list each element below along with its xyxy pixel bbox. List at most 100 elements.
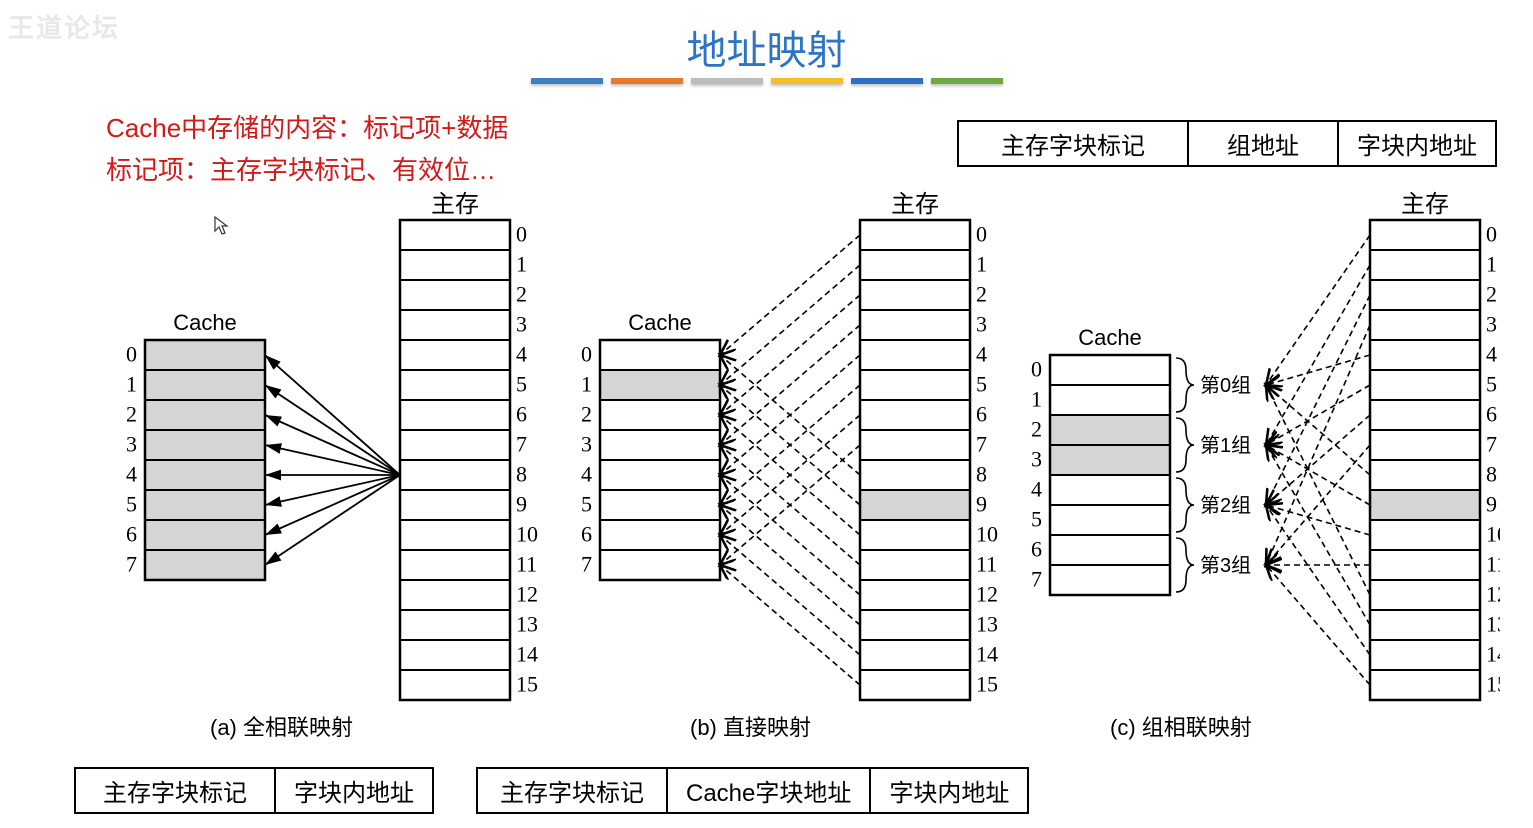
svg-text:13: 13 — [516, 612, 538, 637]
svg-text:主存: 主存 — [1401, 191, 1449, 218]
svg-text:15: 15 — [1486, 672, 1500, 697]
svg-text:9: 9 — [516, 492, 527, 517]
svg-text:Cache: Cache — [173, 310, 237, 335]
svg-text:6: 6 — [1486, 402, 1497, 427]
svg-text:2: 2 — [1486, 282, 1497, 307]
addr-a-c1: 主存字块标记 — [76, 769, 276, 812]
svg-text:10: 10 — [976, 522, 998, 547]
svg-text:4: 4 — [516, 342, 527, 367]
svg-text:8: 8 — [516, 462, 527, 487]
caption-b: (b) 直接映射 — [690, 710, 811, 742]
addr-a-c2: 字块内地址 — [276, 769, 432, 812]
svg-text:0: 0 — [976, 222, 987, 247]
addr-b-c1: 主存字块标记 — [478, 769, 668, 812]
svg-text:0: 0 — [126, 342, 137, 367]
svg-text:1: 1 — [1486, 252, 1497, 277]
svg-text:2: 2 — [581, 402, 592, 427]
svg-text:2: 2 — [126, 402, 137, 427]
svg-text:14: 14 — [976, 642, 998, 667]
figure-area: 012345670123456789101112131415Cache主存(a)… — [60, 190, 1490, 750]
svg-text:4: 4 — [581, 462, 592, 487]
svg-text:第0组: 第0组 — [1200, 374, 1251, 397]
svg-text:7: 7 — [581, 552, 592, 577]
svg-text:3: 3 — [1031, 447, 1042, 472]
svg-text:主存: 主存 — [891, 191, 939, 218]
svg-text:4: 4 — [1486, 342, 1497, 367]
svg-text:Cache: Cache — [1078, 325, 1142, 350]
svg-text:Cache: Cache — [628, 310, 692, 335]
addr-b-c2: Cache字块地址 — [668, 769, 871, 812]
address-format-top: 主存字块标记 组地址 字块内地址 — [957, 120, 1497, 167]
svg-text:10: 10 — [516, 522, 538, 547]
svg-text:主存: 主存 — [431, 191, 479, 218]
svg-text:9: 9 — [1486, 492, 1497, 517]
svg-text:12: 12 — [976, 582, 998, 607]
address-format-a: 主存字块标记 字块内地址 — [74, 767, 434, 814]
svg-text:0: 0 — [581, 342, 592, 367]
addr-b-c3: 字块内地址 — [871, 769, 1027, 812]
address-format-b: 主存字块标记 Cache字块地址 字块内地址 — [476, 767, 1029, 814]
svg-text:0: 0 — [516, 222, 527, 247]
svg-text:12: 12 — [516, 582, 538, 607]
svg-text:7: 7 — [976, 432, 987, 457]
svg-text:11: 11 — [516, 552, 537, 577]
svg-text:6: 6 — [581, 522, 592, 547]
red-note-1: Cache中存储的内容：标记项+数据 — [106, 108, 508, 148]
svg-text:2: 2 — [1031, 417, 1042, 442]
svg-text:1: 1 — [1031, 387, 1042, 412]
svg-text:8: 8 — [976, 462, 987, 487]
svg-text:3: 3 — [1486, 312, 1497, 337]
svg-text:6: 6 — [1031, 537, 1042, 562]
svg-text:第1组: 第1组 — [1200, 434, 1251, 457]
panel-c: 012345670123456789101112131415Cache主存第0组… — [1000, 190, 1500, 750]
addr-top-c1: 主存字块标记 — [959, 122, 1189, 165]
svg-text:3: 3 — [126, 432, 137, 457]
svg-text:15: 15 — [976, 672, 998, 697]
svg-text:12: 12 — [1486, 582, 1500, 607]
svg-text:5: 5 — [126, 492, 137, 517]
svg-text:1: 1 — [126, 372, 137, 397]
svg-text:7: 7 — [1031, 567, 1042, 592]
svg-text:15: 15 — [516, 672, 538, 697]
svg-text:14: 14 — [516, 642, 538, 667]
red-note-2: 标记项：主存字块标记、有效位… — [106, 150, 496, 190]
panel-a: 012345670123456789101112131415Cache主存(a)… — [60, 190, 540, 750]
caption-a: (a) 全相联映射 — [210, 710, 353, 742]
svg-text:7: 7 — [1486, 432, 1497, 457]
svg-text:第3组: 第3组 — [1200, 554, 1251, 577]
svg-text:4: 4 — [126, 462, 137, 487]
svg-text:0: 0 — [1031, 357, 1042, 382]
svg-text:7: 7 — [126, 552, 137, 577]
svg-text:5: 5 — [581, 492, 592, 517]
svg-text:5: 5 — [1031, 507, 1042, 532]
svg-text:3: 3 — [516, 312, 527, 337]
svg-text:2: 2 — [976, 282, 987, 307]
svg-text:11: 11 — [976, 552, 997, 577]
svg-text:14: 14 — [1486, 642, 1500, 667]
svg-text:5: 5 — [976, 372, 987, 397]
svg-text:1: 1 — [976, 252, 987, 277]
svg-text:6: 6 — [516, 402, 527, 427]
addr-top-c3: 字块内地址 — [1339, 122, 1495, 165]
svg-text:1: 1 — [516, 252, 527, 277]
svg-text:1: 1 — [581, 372, 592, 397]
svg-text:13: 13 — [1486, 612, 1500, 637]
caption-c: (c) 组相联映射 — [1110, 710, 1252, 742]
svg-text:第2组: 第2组 — [1200, 494, 1251, 517]
svg-text:4: 4 — [976, 342, 987, 367]
svg-text:8: 8 — [1486, 462, 1497, 487]
svg-text:4: 4 — [1031, 477, 1042, 502]
addr-top-c2: 组地址 — [1189, 122, 1339, 165]
svg-text:5: 5 — [516, 372, 527, 397]
svg-text:10: 10 — [1486, 522, 1500, 547]
svg-text:7: 7 — [516, 432, 527, 457]
svg-text:3: 3 — [581, 432, 592, 457]
svg-text:0: 0 — [1486, 222, 1497, 247]
panel-b: 012345670123456789101112131415Cache主存(b)… — [540, 190, 1000, 750]
color-bar-strip — [531, 78, 1003, 84]
svg-text:11: 11 — [1486, 552, 1500, 577]
svg-text:2: 2 — [516, 282, 527, 307]
svg-text:9: 9 — [976, 492, 987, 517]
svg-text:13: 13 — [976, 612, 998, 637]
svg-text:6: 6 — [976, 402, 987, 427]
